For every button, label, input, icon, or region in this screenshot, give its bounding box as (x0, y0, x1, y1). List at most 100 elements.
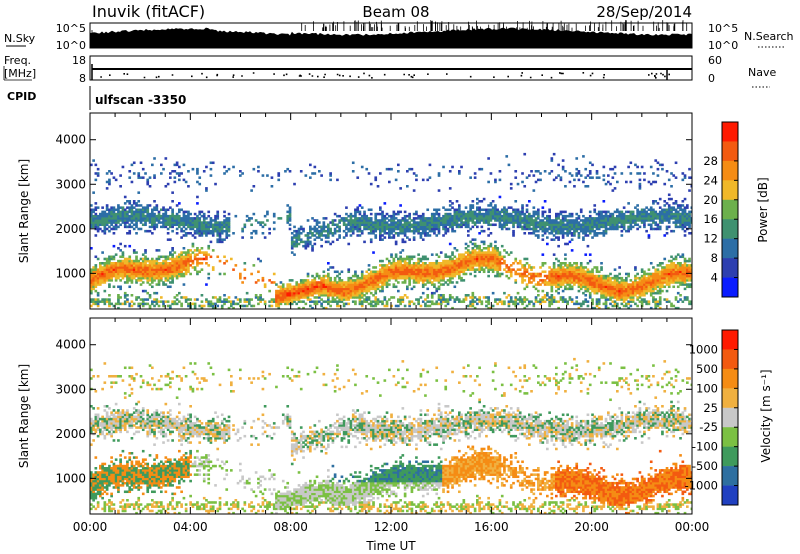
power-cell (496, 217, 499, 220)
power-cell (464, 259, 468, 263)
power-cell (331, 234, 335, 237)
power-cell (351, 296, 355, 299)
power-cell (365, 285, 369, 289)
power-cell (385, 270, 389, 274)
power-cell (374, 291, 378, 295)
power-cell (406, 225, 409, 229)
power-cell (575, 262, 579, 265)
power-cell (415, 178, 418, 182)
power-cell (428, 264, 432, 267)
power-cell (358, 225, 362, 229)
power-cell (108, 285, 111, 289)
power-cell (171, 259, 174, 263)
power-cell (119, 219, 122, 222)
power-cell (376, 219, 380, 222)
power-cell (604, 304, 608, 308)
power-cell (550, 296, 554, 299)
power-cell (602, 214, 606, 218)
power-cell (101, 214, 104, 218)
power-cell (223, 255, 226, 259)
power-cell (103, 232, 107, 235)
power-cell (408, 227, 411, 231)
power-cell (96, 225, 100, 229)
power-cell (175, 204, 179, 207)
power-cell (439, 279, 443, 282)
power-cell (153, 200, 156, 203)
power-cell (588, 287, 592, 291)
power-cell (144, 255, 147, 259)
power-cell (130, 180, 134, 184)
power-cell (489, 251, 493, 254)
power-cell (555, 285, 558, 289)
power-cell (388, 276, 391, 280)
power-cell (555, 176, 558, 179)
power-cell (480, 268, 484, 271)
power-cell (532, 225, 536, 229)
power-cell (385, 257, 389, 261)
power-cell (379, 234, 382, 237)
power-cell (189, 223, 192, 227)
power-cell (114, 217, 118, 220)
power-cell (494, 178, 497, 182)
power-cell (171, 217, 174, 220)
power-cell (600, 283, 603, 286)
power-cell (518, 210, 522, 214)
power-cell (309, 304, 312, 308)
power-cell (191, 217, 195, 220)
power-cell (392, 225, 396, 229)
power-cell (588, 219, 592, 222)
power-cell (322, 223, 326, 227)
power-cell (399, 300, 402, 303)
power-cell (101, 272, 104, 276)
power-cell (550, 289, 554, 293)
power-cell (525, 204, 529, 207)
power-cell (248, 300, 251, 303)
power-cell (193, 223, 197, 227)
power-cell (618, 296, 621, 299)
power-cell (349, 221, 353, 224)
power-cell (196, 172, 199, 175)
power-cell (281, 296, 285, 299)
power-cell (358, 291, 362, 295)
power-cell (126, 219, 129, 222)
power-cell (139, 266, 143, 269)
power-cell (322, 285, 326, 289)
power-cell (552, 298, 556, 301)
power-cell (451, 206, 454, 209)
power-cell (496, 262, 499, 265)
power-cell (448, 221, 452, 224)
power-cell (288, 217, 292, 220)
power-cell (372, 270, 375, 274)
power-cell (277, 291, 281, 295)
power-cell (597, 298, 601, 301)
power-cell (304, 289, 308, 293)
power-cell (397, 268, 400, 271)
power-cell (338, 214, 341, 218)
power-cell (595, 227, 599, 231)
power-cell (119, 255, 122, 259)
power-cell (379, 272, 382, 276)
power-cell (607, 287, 610, 291)
power-cell (406, 236, 409, 239)
power-cell (90, 272, 93, 276)
power-cell (379, 225, 382, 229)
power-cell (196, 170, 199, 173)
power-cell (141, 270, 145, 274)
power-cell (403, 225, 407, 229)
power-cell (509, 221, 513, 224)
power-cell (128, 302, 132, 306)
power-cell (211, 232, 215, 235)
power-cell (263, 214, 267, 218)
power-cell (446, 272, 450, 276)
power-cell (146, 214, 150, 218)
power-cell (503, 249, 506, 252)
power-cell (123, 219, 127, 222)
power-cell (286, 291, 290, 295)
power-cell (537, 217, 540, 220)
power-cell (385, 304, 389, 308)
power-cell (114, 279, 118, 282)
power-cell (191, 234, 195, 237)
power-cell (403, 262, 407, 265)
power-cell (162, 212, 165, 216)
power-cell (446, 274, 450, 278)
